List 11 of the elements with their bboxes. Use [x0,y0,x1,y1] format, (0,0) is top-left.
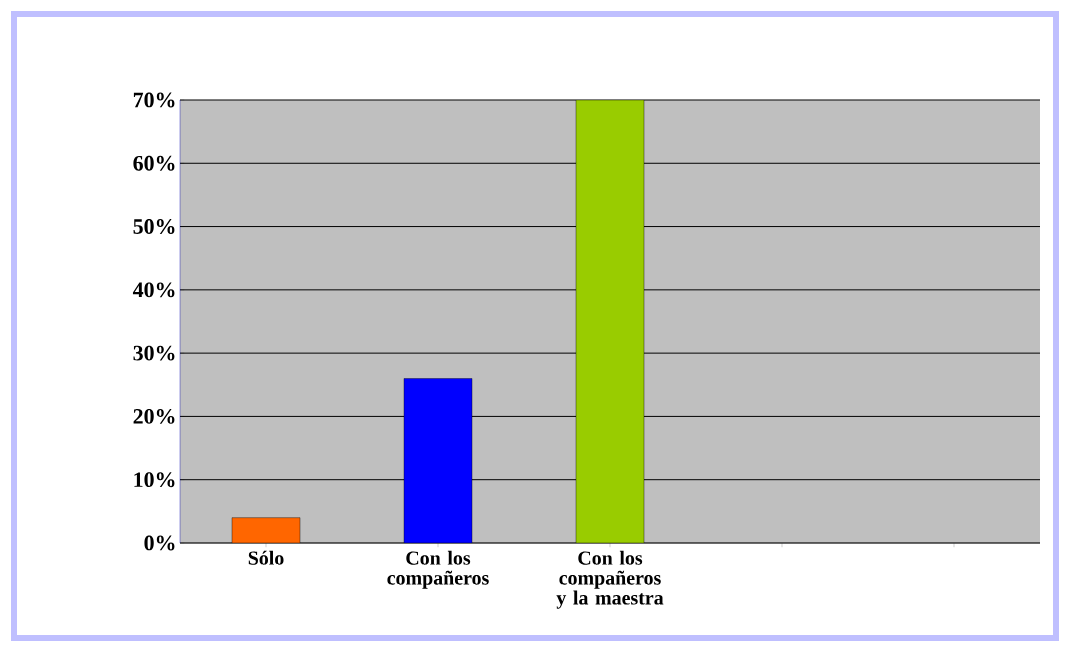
x-tick-label: Sólo [248,550,284,565]
y-tick-label: 20% [133,408,175,424]
y-tick-label: 50% [133,219,175,234]
y-tick-label: 10% [134,472,175,488]
y-tick-label: 70% [133,92,175,108]
x-tick-label: Con los compañeros [387,550,489,589]
y-tick-label: 60% [133,155,175,171]
x-tick-label: Con los compañeros y la maestra [556,550,664,609]
y-tick-label: 40% [132,282,175,298]
y-tick-label: 30% [133,345,175,361]
y-tick-label: 0% [144,535,175,551]
